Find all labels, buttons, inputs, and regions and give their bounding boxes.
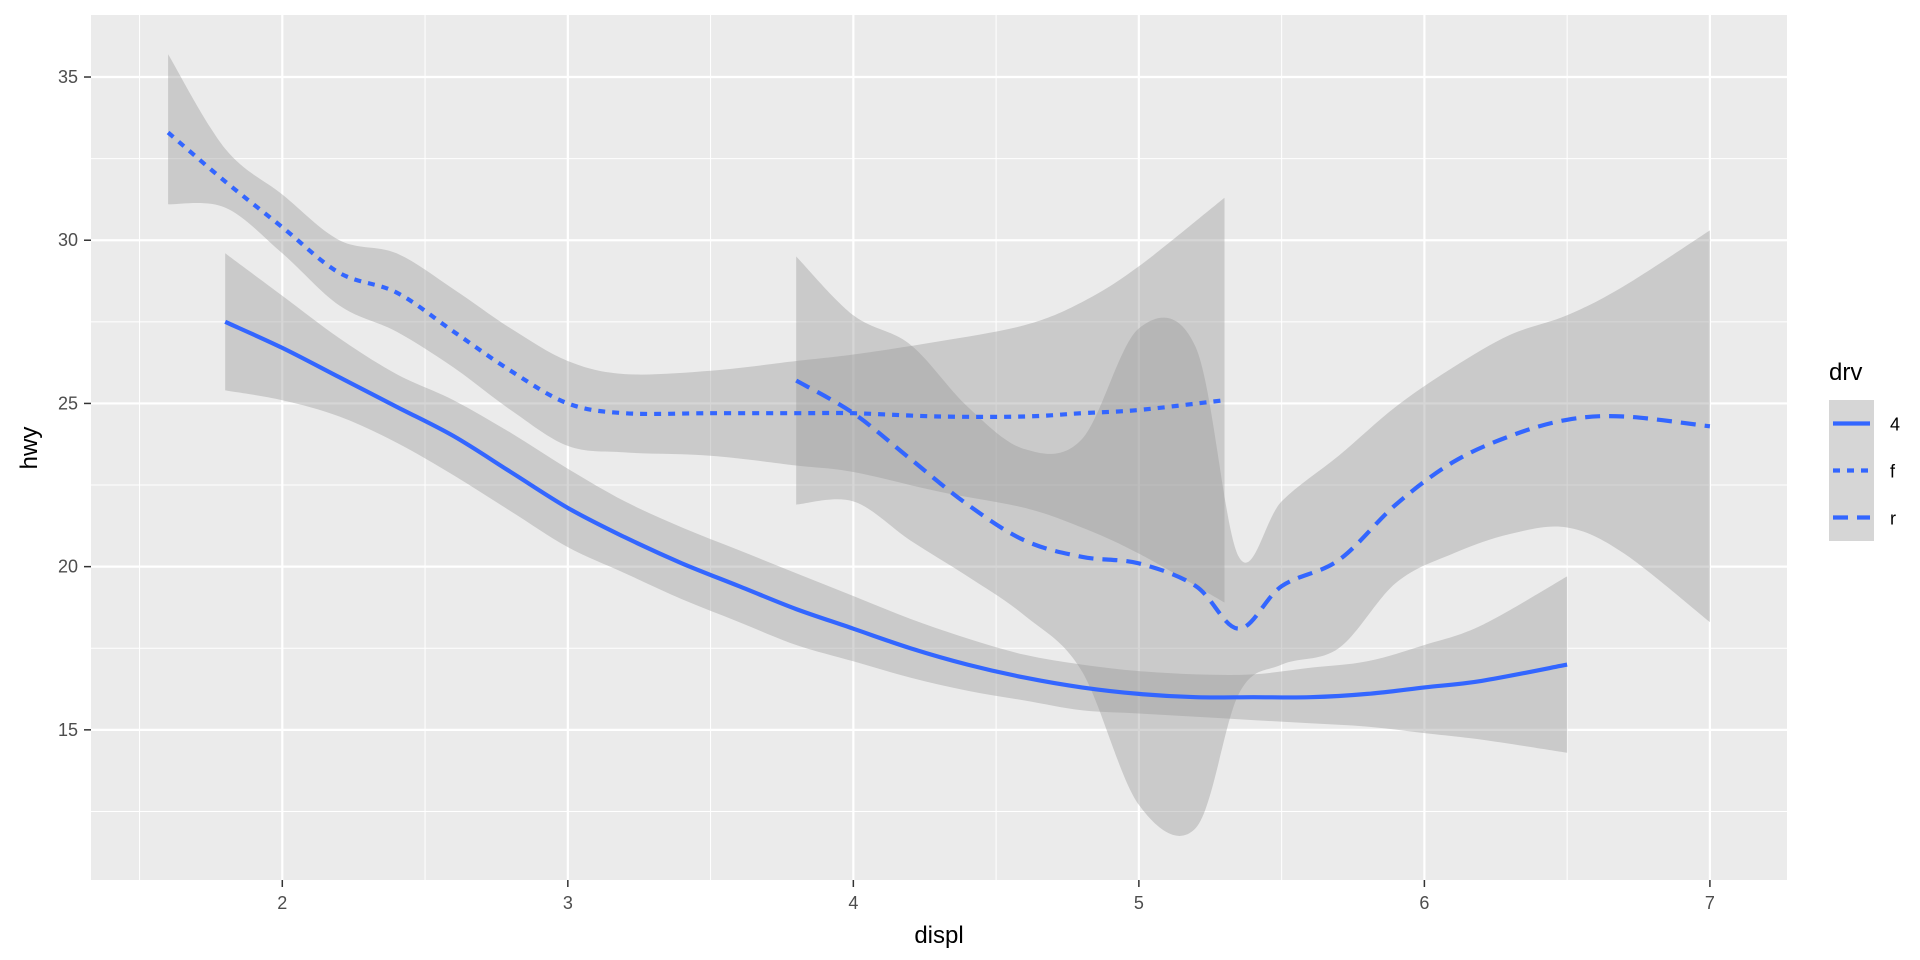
line-4 (224, 319, 1568, 700)
x-tick-label: 5 (1134, 893, 1144, 913)
y-tick-label: 20 (58, 557, 78, 577)
confidence-ribbons (168, 54, 1710, 836)
y-tick-label: 35 (58, 67, 78, 87)
ribbon-4 (225, 253, 1568, 753)
y-axis-title: hwy (16, 427, 43, 470)
y-tick-label: 25 (58, 393, 78, 413)
x-axis: 2 3 4 5 6 7 (277, 880, 1715, 913)
y-tick-label: 15 (58, 720, 78, 740)
plot-panel (91, 15, 1787, 880)
major-gridlines (91, 15, 1787, 880)
line-f (166, 130, 1225, 419)
x-axis-title: displ (914, 922, 963, 949)
legend-label-f: f (1890, 462, 1896, 482)
x-tick-label: 2 (277, 893, 287, 913)
x-tick-label: 6 (1419, 893, 1429, 913)
minor-gridlines (91, 15, 1787, 880)
line-r (795, 378, 1711, 631)
legend: drv 4 f r (1829, 359, 1900, 541)
legend-label-r: r (1890, 509, 1896, 529)
x-tick-label: 7 (1705, 893, 1715, 913)
x-tick-label: 4 (848, 893, 858, 913)
x-tick-label: 3 (563, 893, 573, 913)
smooth-lines (166, 130, 1711, 700)
legend-label-4: 4 (1890, 415, 1900, 435)
y-tick-label: 30 (58, 230, 78, 250)
legend-title: drv (1829, 359, 1862, 386)
y-axis: 15 20 25 30 35 (58, 67, 91, 740)
ribbon-f (168, 54, 1225, 603)
ribbon-r (796, 230, 1710, 836)
